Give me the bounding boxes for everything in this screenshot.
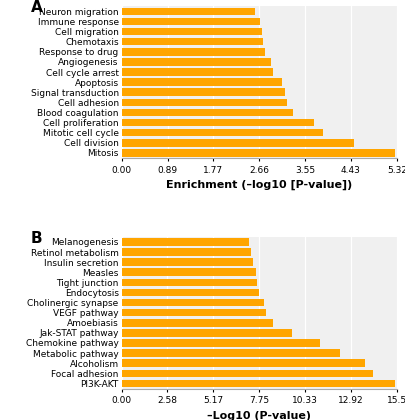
Bar [122,289,259,296]
Bar [122,119,314,126]
Bar [122,238,249,246]
Bar [122,248,251,256]
Bar [122,99,287,106]
Bar [122,258,254,266]
Bar [122,339,320,347]
Bar [122,299,264,306]
Bar [122,349,340,357]
Bar [122,68,273,76]
Bar [122,370,373,377]
Bar [122,139,354,147]
Bar [122,268,256,276]
Bar [122,18,260,25]
Bar [122,329,292,337]
Text: A: A [31,0,43,15]
Bar [122,309,266,316]
X-axis label: –Log10 (P-value): –Log10 (P-value) [207,411,311,420]
Bar [122,380,395,387]
Bar [122,109,293,116]
Bar [122,89,285,96]
Bar [122,360,365,367]
Bar [122,58,271,66]
Bar [122,149,395,157]
Bar [122,278,257,286]
Bar [122,129,323,136]
Bar [122,38,263,45]
Bar [122,28,262,35]
Bar [122,48,265,55]
Text: B: B [31,231,42,246]
Bar [122,79,282,86]
Bar [122,319,273,327]
Bar [122,8,255,15]
X-axis label: Enrichment (–log10 [P-value]): Enrichment (–log10 [P-value]) [166,180,352,190]
